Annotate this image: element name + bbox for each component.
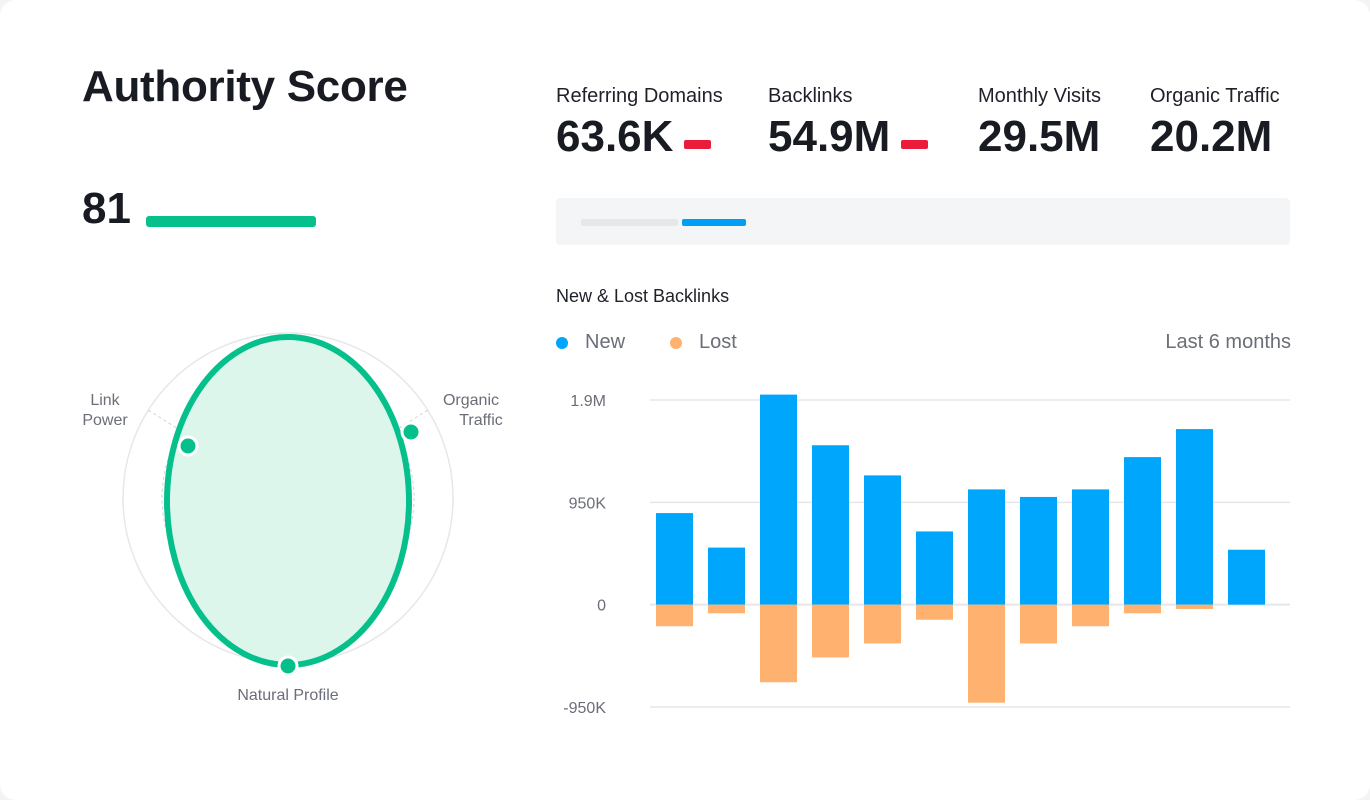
metric-label: Organic Traffic — [1150, 85, 1280, 107]
progress-panel — [556, 198, 1290, 245]
progress-segment-blue — [681, 219, 747, 226]
radar-label-natural-profile: Natural Profile — [237, 687, 339, 704]
metric-value-row: 20.2M — [1150, 112, 1280, 162]
metric-value: 29.5M — [978, 112, 1101, 161]
bar-new-8 — [1020, 496, 1057, 605]
radar-vertex-1 — [177, 435, 199, 457]
metric-value: 63.6K — [556, 112, 674, 161]
radar-label-link-power-line2: Power — [82, 412, 128, 429]
metric-value-row: 54.9M — [768, 112, 929, 162]
y-tick-label: 950K — [569, 495, 607, 512]
metric-organic-traffic: Organic Traffic 20.2M — [1150, 85, 1280, 162]
bar-new-11 — [1176, 429, 1213, 605]
y-tick-label: 1.9M — [570, 393, 606, 410]
metric-label: Referring Domains — [556, 85, 723, 107]
metric-value: 54.9M — [768, 112, 891, 161]
period-selector[interactable]: Last 6 months — [1165, 331, 1291, 353]
metric-label: Monthly Visits — [978, 85, 1102, 107]
bar-lost-5 — [864, 604, 901, 644]
metric-monthly-visits: Monthly Visits 29.5M — [978, 85, 1101, 162]
bar-new-7 — [968, 489, 1005, 605]
radar-label-organic-traffic-line1: Organic — [442, 392, 500, 409]
bar-lost-7 — [968, 604, 1005, 703]
radar-score-shape — [164, 334, 412, 668]
y-tick-label: -950K — [563, 700, 606, 717]
trend-down-indicator — [901, 139, 929, 149]
bar-lost-1 — [656, 604, 693, 627]
radar-label-organic-traffic: Organic Traffic — [432, 391, 510, 431]
metric-label: Backlinks — [768, 85, 853, 107]
bar-lost-8 — [1020, 604, 1057, 644]
new-lost-backlinks-chart: 1.9M 950K 0 -950K — [563, 393, 1290, 717]
bar-new-3 — [760, 394, 797, 605]
bar-new-12 — [1228, 549, 1265, 605]
radar-label-organic-traffic-line2: Traffic — [459, 412, 503, 429]
radar-vertex-3 — [277, 655, 299, 677]
trend-down-indicator — [684, 139, 712, 149]
chart-title: New & Lost Backlinks — [556, 286, 730, 306]
bar-lost-2 — [708, 604, 745, 614]
bar-new-2 — [708, 547, 745, 605]
legend-item-lost[interactable]: Lost — [670, 331, 737, 354]
bar-lost-11 — [1176, 604, 1213, 609]
metric-backlinks: Backlinks 54.9M — [768, 85, 929, 162]
bar-new-1 — [656, 513, 693, 605]
bar-lost-6 — [916, 604, 953, 620]
metric-value-row: 63.6K — [556, 112, 723, 162]
bar-lost-9 — [1072, 604, 1109, 627]
authority-radar-chart — [122, 332, 454, 677]
y-tick-label: 0 — [597, 598, 606, 615]
radar-vertex-2 — [400, 421, 422, 443]
radar-label-link-power: Link Power — [70, 391, 140, 431]
radar-grid-ring-3 — [161, 371, 415, 625]
radar-label-link-power-line1: Link — [90, 392, 120, 409]
bar-new-6 — [916, 531, 953, 605]
bar-new-4 — [812, 445, 849, 605]
metric-referring-domains: Referring Domains 63.6K — [556, 85, 723, 162]
bar-new-5 — [864, 475, 901, 605]
legend-dot-new — [556, 336, 568, 349]
bar-lost-3 — [760, 604, 797, 683]
bar-lost-4 — [812, 604, 849, 658]
legend-item-new[interactable]: New — [556, 331, 625, 354]
bar-lost-10 — [1124, 604, 1161, 614]
legend-label-new: New — [585, 331, 626, 353]
metric-value-row: 29.5M — [978, 112, 1101, 162]
authority-score-bar — [146, 216, 316, 227]
legend-label-lost: Lost — [699, 331, 737, 353]
page-title: Authority Score — [82, 62, 408, 111]
authority-score-value: 81 — [82, 184, 131, 233]
bar-new-10 — [1124, 457, 1161, 605]
legend-dot-lost — [670, 336, 682, 349]
bar-new-9 — [1072, 489, 1109, 605]
metric-value: 20.2M — [1150, 112, 1273, 161]
progress-segment-gray — [581, 219, 678, 226]
